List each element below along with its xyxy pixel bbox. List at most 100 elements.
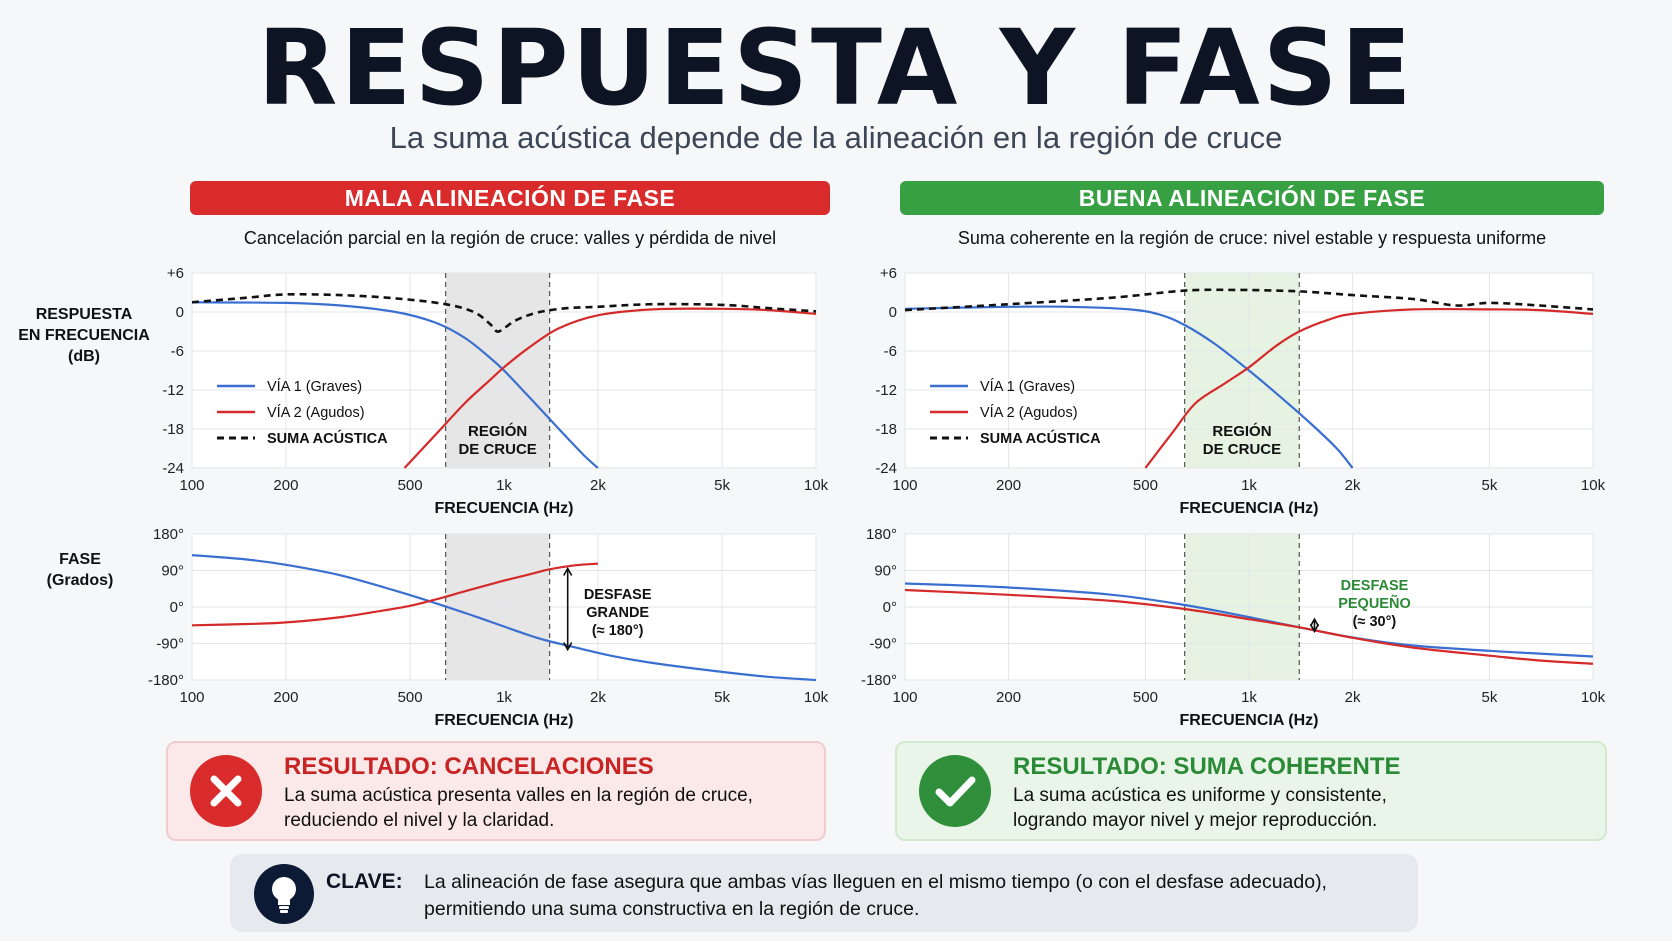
good-response-crossover-region xyxy=(1184,273,1300,468)
bad-phase-y-tick-label: 0° xyxy=(170,599,184,616)
bad-response-x-tick-label: 500 xyxy=(398,477,423,494)
good-phase-y-tick-label: 90° xyxy=(874,563,897,580)
bad-phase-arrowhead-top xyxy=(562,566,573,576)
good-phase-annotation-label: PEQUEÑO xyxy=(1338,594,1411,612)
bad-response-y-tick-label: -24 xyxy=(162,460,184,477)
good-phase-x-tick-label: 5k xyxy=(1482,689,1498,706)
good-response-y-tick-label: -18 xyxy=(875,421,897,438)
good-phase-x-tick-label: 100 xyxy=(892,689,917,706)
bad-phase-x-tick-label: 1k xyxy=(496,689,512,706)
good-response-series-suma xyxy=(905,288,1593,312)
bad-phase-annotation-label: (≈ 180°) xyxy=(592,623,644,639)
good-phase-annotation-label: (≈ 30°) xyxy=(1353,614,1397,630)
bad-phase-series-via2 xyxy=(192,562,598,627)
good-phase-annotation-label: DESFASE xyxy=(1341,578,1409,594)
good-phase-x-tick-label: 500 xyxy=(1133,689,1158,706)
bad-response-series-suma xyxy=(192,292,816,333)
good-response-region-label: REGIÓN xyxy=(1212,422,1271,440)
good-phase-y-tick-label: 180° xyxy=(866,526,897,543)
good-response-y-tick-label: -6 xyxy=(884,343,897,360)
good-phase-series-via2 xyxy=(905,588,1593,665)
bad-response-x-tick-label: 5k xyxy=(714,477,730,494)
bad-response-y-tick-label: -12 xyxy=(162,382,184,399)
error-x-icon xyxy=(190,755,262,827)
bad-response-y-tick-label: +6 xyxy=(167,265,184,282)
bad-phase-x-tick-label: 100 xyxy=(179,689,204,706)
bad-phase-x-tick-label: 2k xyxy=(590,689,606,706)
bad-response-x-tick-label: 2k xyxy=(590,477,606,494)
check-icon xyxy=(919,755,991,827)
good-response-x-tick-label: 10k xyxy=(1581,477,1606,494)
bad-phase-x-tick-label: 10k xyxy=(804,689,829,706)
bad-phase-arrowhead-bottom xyxy=(562,642,573,652)
bad-response-series-via2 xyxy=(403,307,816,469)
good-alignment-banner: BUENA ALINEACIÓN DE FASE xyxy=(900,181,1604,215)
bad-caption: Cancelación parcial en la región de cruc… xyxy=(243,228,777,248)
good-response-x-tick-label: 200 xyxy=(996,477,1021,494)
bad-response-y-tick-label: -6 xyxy=(171,343,184,360)
bad-phase-annotation-label: DESFASE xyxy=(584,587,652,603)
good-caption: Suma coherente en la región de cruce: ni… xyxy=(957,228,1547,248)
good-response-legend-label: VÍA 2 (Agudos) xyxy=(980,404,1078,421)
good-response-y-tick-label: 0 xyxy=(889,304,897,321)
bad-phase-y-tick-label: 90° xyxy=(161,563,184,580)
bad-response-x-tick-label: 200 xyxy=(273,477,298,494)
phase-axis-label: FASE (Grados) xyxy=(46,551,114,589)
good-phase-y-tick-label: -180° xyxy=(861,672,897,689)
good-phase-arrowhead-bottom xyxy=(1309,623,1320,633)
result-bad-title: RESULTADO: CANCELACIONES xyxy=(284,753,654,780)
page-subtitle: La suma acústica depende de la alineació… xyxy=(389,120,1283,155)
bad-phase-y-tick-label: -180° xyxy=(148,672,184,689)
key-box: CLAVE: La alineación de fase asegura que… xyxy=(230,854,1418,932)
good-phase-x-tick-label: 1k xyxy=(1241,689,1257,706)
good-response-series-via2 xyxy=(1144,307,1593,469)
bad-phase-x-tick-label: 5k xyxy=(714,689,730,706)
good-response-y-tick-label: -24 xyxy=(875,460,897,477)
good-response-x-axis-label: FRECUENCIA (Hz) xyxy=(1180,500,1319,517)
bad-response-legend-label: VÍA 1 (Graves) xyxy=(267,378,362,395)
bad-response-region-label: REGIÓN xyxy=(468,422,527,440)
lightbulb-icon xyxy=(254,864,314,924)
key-title: CLAVE: xyxy=(326,870,403,893)
bad-response-y-tick-label: -18 xyxy=(162,421,184,438)
good-phase-x-axis-label: FRECUENCIA (Hz) xyxy=(1180,712,1319,729)
bad-phase-series-via1 xyxy=(192,554,816,682)
good-response-legend-label: SUMA ACÚSTICA xyxy=(980,429,1101,447)
good-response-x-tick-label: 100 xyxy=(892,477,917,494)
good-phase-y-tick-label: -90° xyxy=(869,636,897,653)
good-response-x-tick-label: 1k xyxy=(1241,477,1257,494)
result-bad-text: La suma acústica presenta valles en la r… xyxy=(284,785,753,831)
good-response-y-tick-label: -12 xyxy=(875,382,897,399)
bad-response-x-tick-label: 1k xyxy=(496,477,512,494)
bad-phase-y-tick-label: 180° xyxy=(153,526,184,543)
key-text: La alineación de fase asegura que ambas … xyxy=(424,871,1327,920)
bad-response-series-via1 xyxy=(192,301,599,469)
response-axis-label: RESPUESTA EN FRECUENCIA (dB) xyxy=(18,306,150,365)
result-bad-box: RESULTADO: CANCELACIONES La suma acústic… xyxy=(166,741,826,841)
result-good-box: RESULTADO: SUMA COHERENTE La suma acústi… xyxy=(895,741,1607,841)
bad-response-legend-label: SUMA ACÚSTICA xyxy=(267,429,388,447)
good-response-series-via1 xyxy=(905,305,1354,469)
bad-phase-x-axis-label: FRECUENCIA (Hz) xyxy=(435,712,574,729)
bad-response-y-tick-label: 0 xyxy=(176,304,184,321)
good-phase-x-tick-label: 200 xyxy=(996,689,1021,706)
bad-response-legend-label: VÍA 2 (Agudos) xyxy=(267,404,365,421)
good-phase-y-tick-label: 0° xyxy=(883,599,897,616)
bad-alignment-banner: MALA ALINEACIÓN DE FASE xyxy=(190,181,830,215)
good-response-x-tick-label: 2k xyxy=(1345,477,1361,494)
good-response-legend-label: VÍA 1 (Graves) xyxy=(980,378,1075,395)
bad-response-x-tick-label: 10k xyxy=(804,477,829,494)
bad-response-x-axis-label: FRECUENCIA (Hz) xyxy=(435,500,574,517)
bad-phase-x-tick-label: 200 xyxy=(273,689,298,706)
bad-response-region-label: DE CRUCE xyxy=(458,441,536,458)
bad-phase-annotation-label: GRANDE xyxy=(586,605,649,621)
page-title: RESPUESTA Y FASE xyxy=(257,7,1415,129)
good-response-x-tick-label: 500 xyxy=(1133,477,1158,494)
bad-phase-y-tick-label: -90° xyxy=(156,636,184,653)
good-phase-x-tick-label: 2k xyxy=(1345,689,1361,706)
good-response-x-tick-label: 5k xyxy=(1482,477,1498,494)
bad-response-x-tick-label: 100 xyxy=(179,477,204,494)
good-phase-x-tick-label: 10k xyxy=(1581,689,1606,706)
result-good-text: La suma acústica es uniforme y consisten… xyxy=(1013,785,1387,831)
